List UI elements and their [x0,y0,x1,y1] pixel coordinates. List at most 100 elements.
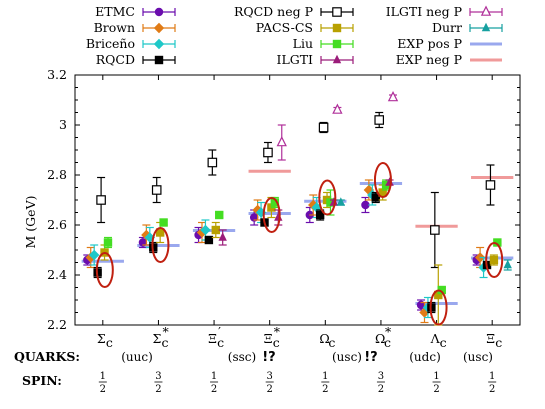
y-tick-label: 2.2 [47,317,67,332]
point-durr [503,259,512,269]
point-rqcd-neg-p [96,195,106,205]
highlight-ellipse [429,289,448,326]
highlight-ellipse [318,179,337,216]
point-pacs-cs [211,225,220,235]
legend-marker [154,55,164,65]
legend-marker [480,5,492,16]
spin-row: 1 2 3 2 1 2 3 2 1 2 3 2 1 2 1 2 [98,371,497,395]
y-tick-label: 2.4 [47,267,67,282]
point-pacs-cs [378,188,387,197]
question-mark-2: !? [364,350,377,365]
spin-denominator: 2 [211,384,217,395]
point-rqcd-neg-p [318,122,329,133]
x-tick-label-sub: c [273,335,280,350]
legend-label-9: Durr [432,20,462,35]
point-rqcd [371,193,380,202]
legend-label-6: Liu [293,36,313,51]
spin-numerator: 1 [211,371,217,382]
point-ilgti-neg-p [276,135,287,147]
legend-label-0: ETMC [95,4,135,19]
legend-label-11: EXP neg P [396,52,462,67]
legend-label-5: PACS-CS [256,20,313,35]
spin-numerator: 1 [322,371,328,382]
y-tick-label: 3 [59,117,67,132]
quark-group-usc-2: (usc) [463,350,493,364]
highlight-ellipse [262,197,281,233]
quarks-row-label: QUARKS: [14,349,80,364]
point-rqcd-neg-p [485,180,496,190]
x-tick-label-sup: * [162,324,169,339]
x-tick-label-1: Σ [152,331,161,346]
point-ilgti-neg-p [332,103,343,114]
x-tick-label-sup: * [385,324,392,339]
quark-group-ssc: (ssc) [228,350,256,364]
y-tick-label: 2.8 [47,167,67,182]
point-rqcd-neg-p [430,225,440,235]
point-rqcd [204,235,214,245]
legend-marker [332,23,342,33]
spin-numerator: 1 [433,371,439,382]
x-tick-label-6: Λ [430,331,441,346]
point-pacs-cs [155,228,165,237]
legend-marker [332,54,342,64]
legend-label-10: EXP pos P [397,36,462,51]
point-ilgti-neg-p [387,90,399,102]
x-tick-label-7: Ξ [486,331,495,346]
point-etmc [361,200,370,210]
point-rqcd [315,210,325,220]
point-brice-o [255,207,267,218]
x-tick-label-sub: c [161,335,168,350]
quark-group-udc: (udc) [409,350,441,364]
point-liu [215,210,224,220]
highlight-circles [95,162,504,326]
x-tick-label-sup: * [274,324,281,339]
x-tick-label-0: Σ [97,331,106,346]
point-liu [437,285,446,295]
point-brice-o [88,249,100,261]
legend-label-4: RQCD neg P [234,4,313,19]
point-brice-o [311,202,322,213]
point-liu [326,198,335,207]
y-tick-label: 3.2 [47,67,67,82]
legend-marker [332,7,342,17]
legend-label-8: ILGTI neg P [386,4,462,19]
spin-denominator: 2 [100,384,106,395]
spin-numerator: 3 [267,371,273,382]
spin-denominator: 2 [322,384,328,395]
highlight-ellipse [373,162,392,198]
x-tick-label-3: Ξ [264,331,273,346]
spin-denominator: 2 [267,384,273,395]
legend-marker [153,22,165,34]
point-rqcd-neg-p [263,147,273,158]
spin-denominator: 2 [433,384,439,395]
x-tick-label-sub: c [440,335,447,350]
legend-label-7: ILGTI [277,52,314,67]
x-tick-label-4: Ω [319,331,329,346]
quark-group-uuc: (uuc) [121,350,153,364]
x-tick-label-sub: c [328,335,335,350]
spin-denominator: 2 [378,384,384,395]
legend-marker [332,39,342,49]
point-durr [336,197,346,206]
plot-border [74,74,521,326]
spin-numerator: 1 [489,371,495,382]
point-pacs-cs [434,290,443,300]
chart-marks [81,90,514,326]
question-mark-1: !? [262,350,275,365]
point-ilgti [329,197,339,206]
point-rqcd-neg-p [151,185,162,195]
x-tick-label-5: Ω [375,331,385,346]
y-tick-label: 2.6 [47,217,67,232]
point-ilgti [218,232,227,241]
x-tick-label-sup: ′ [218,324,221,339]
legend-label-3: RQCD [96,52,135,67]
point-rqcd-neg-p [207,157,218,168]
spin-denominator: 2 [489,384,495,395]
highlight-ellipse [485,242,504,278]
legend-marker [154,7,164,17]
x-tick-label-sub: c [217,335,224,350]
spin-numerator: 1 [100,371,106,382]
